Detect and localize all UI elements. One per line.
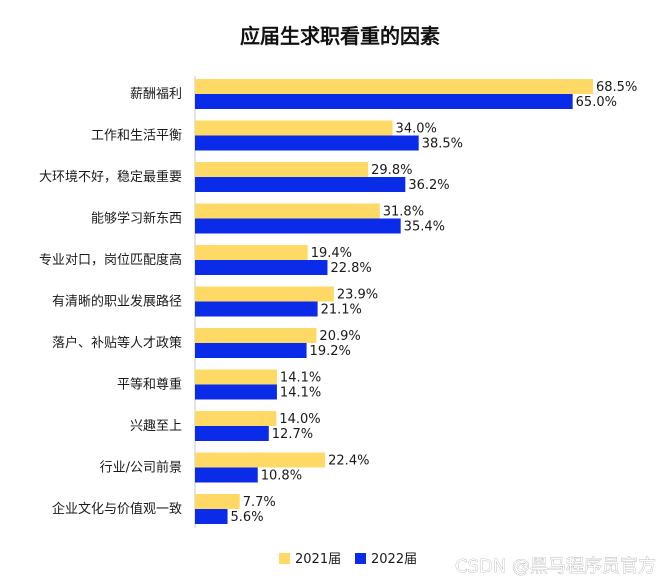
data-label: 22.4% <box>328 454 369 469</box>
bar-2022 <box>195 467 258 483</box>
category-label: 有清晰的职业发展路径 <box>52 294 182 310</box>
legend-label-2022: 2022届 <box>371 552 417 567</box>
category-label: 平等和尊重 <box>117 377 182 393</box>
legend-label-2021: 2021届 <box>295 552 341 567</box>
data-label: 23.9% <box>337 288 378 303</box>
data-label: 14.0% <box>279 412 320 427</box>
labels-layer: 薪酬福利 68.5%65.0% 工作和生活平衡 34.0%38.5% 大环境不好，稳定最… <box>39 80 637 525</box>
bar-2021 <box>195 328 317 343</box>
data-label: 5.6% <box>231 510 264 525</box>
data-label: 7.7% <box>243 495 276 510</box>
data-label: 34.0% <box>396 122 437 137</box>
data-label: 36.2% <box>408 178 449 193</box>
bar-2022 <box>195 343 307 358</box>
bar-2021 <box>195 120 393 136</box>
data-label: 29.8% <box>371 163 412 178</box>
bar-2022 <box>195 301 318 317</box>
category-label: 行业/公司前景 <box>100 460 182 476</box>
watermark-text: CSDN @黑马程序员官方 <box>455 556 656 577</box>
category-label: 工作和生活平衡 <box>91 129 182 144</box>
bar-2021 <box>195 245 308 260</box>
data-label: 35.4% <box>404 220 445 235</box>
bar-2022 <box>195 94 573 109</box>
bar-2021 <box>195 369 277 385</box>
bar-2022 <box>195 384 277 400</box>
data-label: 12.7% <box>272 427 313 442</box>
data-label: 68.5% <box>596 80 637 95</box>
bar-2021 <box>195 162 369 177</box>
category-label: 薪酬福利 <box>130 87 182 102</box>
data-label: 14.1% <box>280 371 321 386</box>
bar-2022 <box>195 135 419 151</box>
chart-title: 应届生求职看重的因素 <box>240 24 440 48</box>
category-label: 大环境不好，稳定最重要 <box>39 169 182 185</box>
category-label: 落户、补贴等人才政策 <box>52 335 182 351</box>
legend-swatch-2022 <box>355 553 366 564</box>
category-label: 兴趣至上 <box>130 419 182 434</box>
bar-2021 <box>195 452 326 468</box>
data-label: 65.0% <box>576 95 617 110</box>
bar-2021 <box>195 286 334 302</box>
bar-2022 <box>195 260 328 275</box>
data-label: 38.5% <box>422 137 463 152</box>
bar-2021 <box>195 411 277 426</box>
bar-2021 <box>195 79 593 94</box>
data-label: 31.8% <box>383 205 424 220</box>
data-label: 19.2% <box>310 344 351 359</box>
data-label: 10.8% <box>261 469 302 484</box>
category-label: 企业文化与价值观一致 <box>52 501 182 517</box>
data-label: 14.1% <box>280 386 321 401</box>
bar-2022 <box>195 218 401 234</box>
data-label: 19.4% <box>311 246 352 261</box>
data-label: 22.8% <box>330 261 371 276</box>
data-label: 20.9% <box>319 329 360 344</box>
bar-2022 <box>195 177 406 192</box>
legend-swatch-2021 <box>279 553 290 564</box>
category-label: 能够学习新东西 <box>91 211 182 227</box>
legend: 2021届 2022届 <box>279 552 417 567</box>
bar-2021 <box>195 203 380 219</box>
bars-layer <box>195 79 593 524</box>
bar-2022 <box>195 509 228 524</box>
data-label: 21.1% <box>321 303 362 318</box>
bar-2021 <box>195 494 240 509</box>
category-label: 专业对口，岗位匹配度高 <box>39 252 182 268</box>
bar-2022 <box>195 426 269 441</box>
